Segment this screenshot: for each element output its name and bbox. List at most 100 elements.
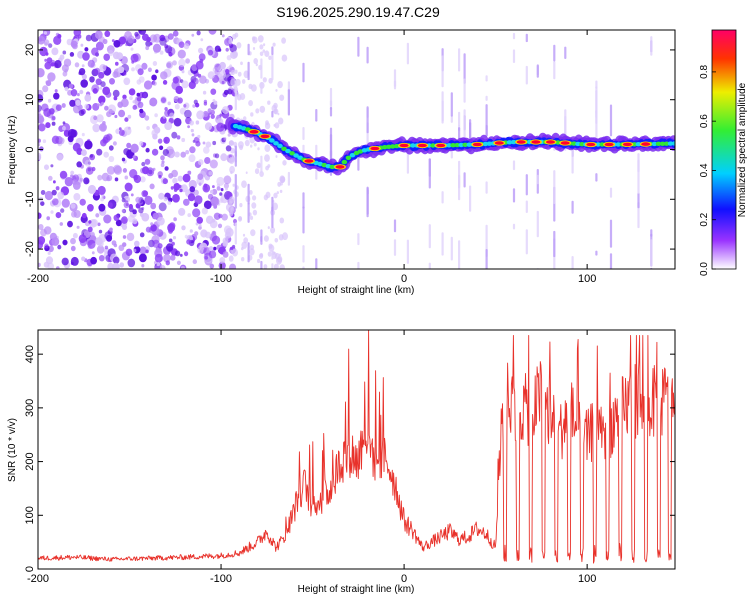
streak (595, 173, 598, 182)
noise-blob (149, 183, 155, 190)
noise-blob (109, 227, 113, 232)
noise-blob (93, 115, 98, 121)
noise-blob (50, 62, 55, 67)
noise-blob (112, 89, 120, 98)
noise-blob (202, 90, 207, 95)
noise-blob (68, 83, 74, 89)
ridge-peak (494, 141, 504, 145)
noise-blob (137, 101, 144, 109)
noise-blob (53, 92, 60, 100)
noise-blob (44, 58, 48, 62)
noise-blob (223, 137, 227, 141)
noise-blob (97, 185, 106, 195)
noise-blob (255, 63, 258, 67)
ridge-peak (260, 134, 270, 139)
noise-blob (118, 36, 127, 45)
streak (234, 80, 237, 111)
noise-blob (96, 148, 103, 156)
streak (287, 171, 290, 186)
noise-blob (263, 235, 269, 242)
noise-blob (122, 235, 127, 239)
noise-blob (134, 240, 140, 247)
noise-blob (97, 240, 104, 247)
streak (260, 58, 263, 79)
streak (234, 174, 237, 209)
noise-blob (187, 170, 192, 175)
noise-blob (70, 40, 78, 48)
noise-blob (108, 155, 115, 163)
noise-blob (276, 191, 279, 195)
noise-blob (228, 156, 235, 165)
noise-blob (142, 93, 147, 98)
streak (485, 75, 488, 82)
ridge-core (277, 143, 283, 149)
noise-blob (189, 186, 196, 193)
noise-blob (197, 159, 204, 166)
noise-blob (61, 257, 69, 266)
noise-blob (147, 67, 152, 73)
noise-blob (170, 186, 174, 190)
streak (315, 109, 318, 122)
colorbar-tick-label: 0.8 (699, 64, 710, 78)
noise-blob (218, 261, 226, 269)
streak (463, 78, 466, 103)
noise-blob (79, 89, 84, 95)
noise-blob (158, 174, 162, 179)
noise-blob (64, 86, 69, 92)
streak (302, 245, 305, 263)
noise-blob (259, 105, 266, 113)
ridge-core (285, 148, 291, 154)
noise-blob (61, 198, 70, 208)
noise-blob (187, 193, 196, 202)
noise-blob (85, 34, 92, 42)
noise-blob (97, 222, 101, 227)
streak (271, 54, 274, 81)
noise-blob (226, 55, 232, 61)
noise-blob (67, 220, 73, 228)
noise-blob (91, 251, 95, 255)
streak (247, 61, 250, 81)
ridge-peak (516, 140, 526, 144)
noise-blob (277, 181, 282, 187)
noise-blob (229, 64, 233, 68)
noise-blob (127, 114, 132, 119)
noise-blob (178, 207, 186, 216)
streak (512, 160, 516, 171)
noise-blob (85, 166, 94, 175)
noise-blob (167, 33, 174, 40)
ridge-core (458, 142, 465, 148)
noise-blob (160, 71, 168, 80)
noise-blob (163, 136, 170, 144)
noise-blob (172, 236, 177, 240)
noise-blob (117, 66, 125, 74)
ridge-core (450, 143, 456, 148)
noise-blob (95, 41, 104, 51)
ridge-peak (417, 143, 427, 148)
noise-blob (265, 120, 269, 126)
streak (441, 232, 444, 256)
y-tick-label: 0 (24, 146, 36, 152)
noise-blob (80, 79, 88, 88)
noise-blob (150, 224, 157, 232)
streak (512, 188, 516, 203)
noise-blob (113, 243, 118, 248)
streak (536, 268, 539, 269)
noise-blob (104, 105, 109, 111)
noise-blob (73, 30, 82, 37)
streak (463, 172, 466, 188)
noise-blob (199, 75, 207, 84)
noise-blob (234, 69, 238, 74)
ridge-core (446, 143, 452, 148)
noise-blob (187, 213, 191, 218)
noise-blob (103, 151, 109, 158)
noise-blob (124, 117, 129, 122)
noise-blob (166, 62, 172, 68)
noise-blob (236, 42, 242, 49)
noise-blob (279, 264, 285, 269)
ridge-core (430, 143, 436, 148)
noise-blob (191, 133, 195, 137)
snr-xlabel: Height of straight line (km) (298, 584, 415, 595)
noise-blob (252, 209, 258, 216)
noise-blob (196, 110, 205, 120)
noise-blob (70, 237, 76, 245)
